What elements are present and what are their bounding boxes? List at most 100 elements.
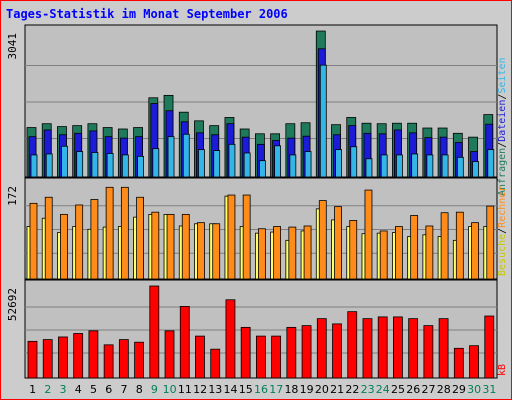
bar-rechner-day-23 [364,189,373,280]
bar-rechner-day-21 [334,206,342,280]
bar-kb-day-19 [301,325,312,379]
x-tick-label: 1 [29,383,36,396]
x-tick-label: 18 [284,383,298,396]
bar-seiten-day-3 [61,145,68,178]
bar-rechner-day-11 [181,213,190,280]
chart-title: Tages-Statistik im Monat September 2006 [6,7,288,21]
bar-seiten-day-1 [30,154,38,178]
legend-entry: Anfragen [497,148,508,196]
bar-seiten-day-28 [441,154,449,178]
panel-3: 52692 [6,279,498,379]
bar-kb-day-3 [58,336,68,379]
bar-seiten-day-6 [106,153,114,178]
y-max-label: 52692 [6,288,19,321]
bar-rechner-day-27 [425,225,434,280]
bar-seiten-day-5 [91,152,99,178]
bar-kb-day-22 [347,311,358,379]
bar-seiten-day-14 [228,143,236,178]
bar-kb-day-28 [438,318,449,379]
x-tick-label: 31 [482,383,496,396]
bar-kb-day-5 [88,330,99,379]
bar-kb-day-11 [179,306,190,379]
x-tick-label: 30 [467,383,481,396]
x-tick-label: 13 [208,383,222,396]
bar-rechner-day-20 [318,200,327,280]
bar-seiten-day-25 [396,154,403,178]
x-tick-label: 19 [300,383,314,396]
bar-rechner-day-4 [75,204,84,280]
bar-kb-day-20 [316,318,327,379]
x-tick-label: 5 [90,383,97,396]
bar-rechner-day-1 [29,202,38,280]
bar-seiten-day-30 [472,161,479,178]
bar-kb-day-26 [408,318,419,379]
bar-seiten-day-26 [411,153,419,178]
bar-rechner-day-3 [60,213,68,280]
x-tick-label: 24 [376,383,390,396]
x-tick-label: 23 [361,383,375,396]
legend-entry: / [497,94,508,100]
bar-kb-day-18 [286,326,297,379]
x-tick-label: 16 [254,383,268,396]
bar-seiten-day-12 [198,149,205,178]
x-tick-label: 26 [406,383,420,396]
x-tick-label: 28 [437,383,451,396]
bar-kb-day-23 [362,318,373,379]
y-max-label: 3041 [6,33,19,60]
x-tick-label: 21 [330,383,344,396]
bar-kb-day-17 [271,335,282,379]
bar-seiten-day-8 [137,155,144,178]
bar-seiten-day-11 [182,133,190,178]
x-tick-label: 14 [224,383,238,396]
bar-kb-day-6 [103,344,114,379]
bar-seiten-day-15 [243,152,251,178]
bar-kb-day-24 [377,316,388,379]
bar-seiten-day-16 [258,160,266,178]
x-tick-label: 10 [163,383,177,396]
bar-kb-day-16 [255,335,266,379]
bar-seiten-day-19 [304,151,312,178]
x-axis-labels: 1 2 3 4 5 6 7 8 9 10 11 12 13 14 15 16 17 18 19 20 21 22 23 24 2… [29,383,496,396]
x-tick-label: 29 [452,383,466,396]
x-tick-label: 27 [421,383,435,396]
bar-rechner-day-16 [257,228,266,280]
panel-2: 172 [6,177,498,280]
bar-seiten-day-29 [456,156,464,178]
bar-kb-day-12 [195,335,205,379]
legend-entry: Besuche [497,234,508,276]
legend-middle: Besuche/Rechner [497,186,508,276]
legend-bottom: kB [497,364,508,376]
bar-seiten-day-7 [121,154,129,178]
bar-rechner-day-8 [136,196,144,280]
bar-kb-day-29 [453,347,464,379]
bar-rechner-day-12 [197,222,205,280]
bar-seiten-day-24 [380,154,388,178]
x-tick-label: 17 [269,383,283,396]
bar-rechner-day-13 [212,223,221,280]
bar-rechner-day-31 [486,205,495,280]
bar-rechner-day-24 [379,230,388,280]
bar-rechner-day-7 [120,186,129,280]
bar-kb-day-1 [27,340,38,379]
bar-rechner-day-2 [44,196,53,280]
bar-rechner-day-19 [303,225,312,280]
bar-rechner-day-26 [410,215,419,280]
legend-top: Anfragen/Dateien/Seiten [497,57,508,196]
bar-seiten-day-23 [365,158,373,178]
bar-seiten-day-10 [167,136,175,178]
legend-entry: Dateien [497,100,508,142]
bar-kb-day-30 [469,345,479,379]
bar-rechner-day-15 [242,194,251,280]
x-tick-label: 12 [193,383,207,396]
x-tick-label: 20 [315,383,329,396]
x-tick-label: 25 [391,383,405,396]
x-tick-label: 2 [44,383,51,396]
bar-seiten-day-17 [274,145,282,178]
bar-seiten-day-21 [335,149,342,178]
bar-seiten-day-13 [213,150,221,178]
bar-kb-day-8 [134,341,144,379]
bar-seiten-day-27 [426,154,434,178]
x-tick-label: 4 [75,383,82,396]
